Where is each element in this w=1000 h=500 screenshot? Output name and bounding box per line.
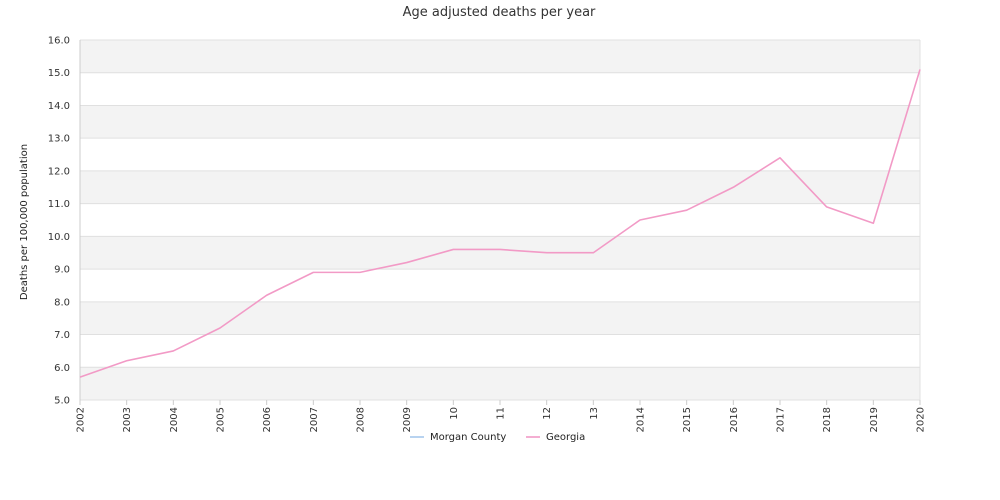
x-tick-label: 11 bbox=[496, 407, 507, 420]
grid-band bbox=[80, 301, 920, 335]
x-tick-label: 2014 bbox=[636, 407, 647, 432]
x-tick-label: 12 bbox=[542, 407, 553, 420]
series-lines bbox=[79, 69, 921, 378]
y-tick-label: 13.0 bbox=[48, 134, 70, 145]
x-tick-label: 2015 bbox=[682, 407, 693, 432]
y-tick-label: 16.0 bbox=[48, 36, 70, 47]
legend-label: Georgia bbox=[546, 432, 585, 443]
y-tick-label: 10.0 bbox=[48, 232, 70, 243]
y-axis-ticks: 5.0 6.0 7.0 8.0 9.0 10.0 11.0 12.0 13.0 14.0 15.0 1… bbox=[48, 36, 70, 407]
x-tick-label: 2016 bbox=[729, 407, 740, 432]
x-tick-label: 10 bbox=[449, 407, 460, 420]
grid-band bbox=[80, 170, 920, 204]
y-tick-label: 15.0 bbox=[48, 68, 70, 79]
y-tick-label: 11.0 bbox=[48, 199, 70, 210]
x-tick-label: 2019 bbox=[869, 407, 880, 432]
y-axis-label: Deaths per 100,000 population bbox=[19, 144, 30, 300]
x-tick-label: 13 bbox=[589, 407, 600, 420]
grid-band bbox=[80, 105, 920, 139]
y-tick-label: 6.0 bbox=[54, 363, 70, 374]
y-tick-label: 12.0 bbox=[48, 166, 70, 177]
plot-bands bbox=[80, 40, 920, 400]
y-tick-label: 14.0 bbox=[48, 101, 70, 112]
x-axis-ticks: 2002 2003 2004 2005 2006 2007 2008 2009 10 11 12 13… bbox=[76, 400, 927, 432]
x-tick-label: 2007 bbox=[309, 407, 320, 432]
x-tick-label: 2017 bbox=[776, 407, 787, 432]
y-tick-label: 9.0 bbox=[54, 265, 70, 276]
series-line-georgia bbox=[79, 69, 921, 378]
x-tick-label: 2002 bbox=[76, 407, 87, 432]
grid-band bbox=[80, 367, 920, 400]
y-tick-label: 5.0 bbox=[54, 396, 70, 407]
x-tick-label: 2004 bbox=[169, 407, 180, 432]
y-tick-label: 8.0 bbox=[54, 297, 70, 308]
legend: Morgan County Georgia bbox=[410, 432, 585, 443]
x-tick-label: 2005 bbox=[216, 407, 227, 432]
x-tick-label: 2009 bbox=[402, 407, 413, 432]
x-tick-label: 2018 bbox=[822, 407, 833, 432]
legend-label: Morgan County bbox=[430, 432, 506, 443]
x-tick-label: 2008 bbox=[356, 407, 367, 432]
x-tick-label: 2020 bbox=[916, 407, 927, 432]
grid-band bbox=[80, 40, 920, 73]
x-tick-label: 2003 bbox=[122, 407, 133, 432]
grid-band bbox=[80, 236, 920, 270]
y-tick-label: 7.0 bbox=[54, 330, 70, 341]
gridlines bbox=[79, 39, 921, 401]
chart-title: Age adjusted deaths per year bbox=[403, 5, 596, 20]
x-tick-label: 2006 bbox=[262, 407, 273, 432]
